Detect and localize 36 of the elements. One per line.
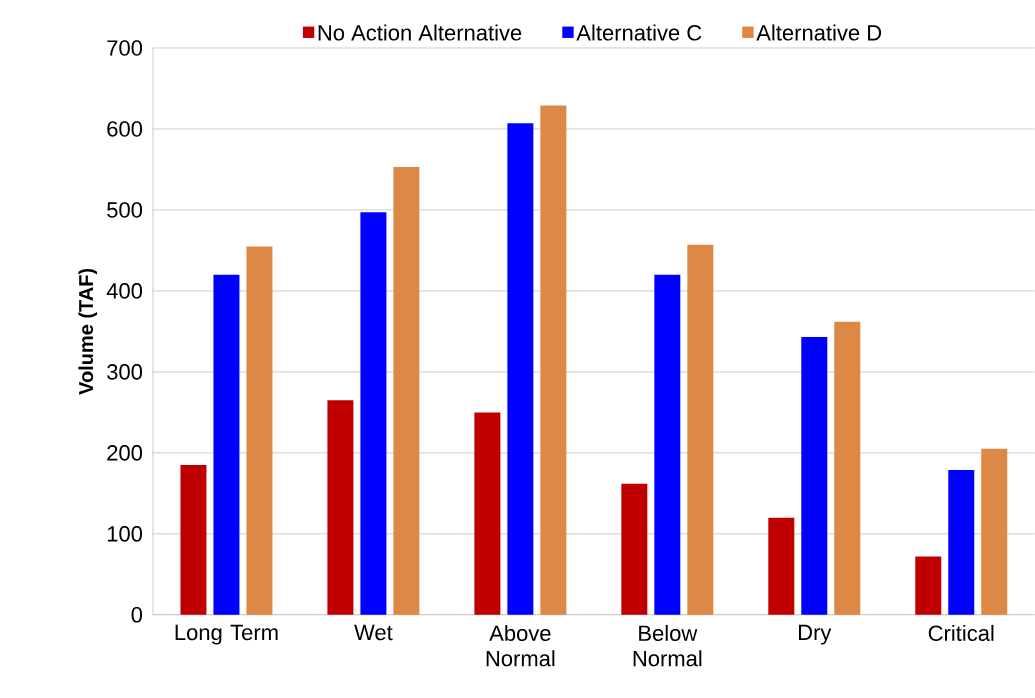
y-tick-label: 700 (107, 40, 143, 56)
y-tick-label: 100 (107, 526, 143, 542)
bar (360, 212, 387, 615)
bar (834, 321, 861, 615)
x-tick-label: Critical (928, 624, 994, 642)
bar (246, 246, 273, 615)
y-tick-label: 200 (107, 445, 143, 461)
bar (915, 556, 942, 615)
bar (180, 465, 207, 615)
bar (327, 400, 354, 615)
x-tick-label: Dry (798, 624, 832, 645)
bar (621, 483, 648, 615)
bar (801, 337, 828, 615)
y-tick-label: 600 (107, 121, 143, 137)
legend-label: Alternative D (756, 24, 882, 41)
legend-label: Alternative C (576, 24, 702, 41)
bar (948, 469, 975, 615)
x-tick-label: Above Normal (486, 624, 555, 667)
bar (507, 123, 534, 615)
x-tick-label: Below Normal (633, 624, 702, 667)
y-axis-title: Volume (TAF) (78, 268, 98, 395)
y-tick-label: 500 (107, 202, 143, 218)
bar (213, 274, 240, 615)
bar (768, 517, 795, 615)
bar (540, 105, 567, 615)
bar (687, 244, 714, 615)
legend-label: No Action Alternative (318, 24, 522, 41)
y-tick-label: 300 (107, 364, 143, 380)
bar (474, 412, 501, 615)
x-tick-label: Long Term (175, 624, 278, 645)
bar (393, 167, 420, 615)
bar (981, 448, 1008, 615)
bar (654, 274, 681, 615)
y-tick-label: 0 (131, 607, 143, 623)
y-tick-label: 400 (106, 283, 143, 299)
x-tick-label: Wet (354, 624, 393, 641)
